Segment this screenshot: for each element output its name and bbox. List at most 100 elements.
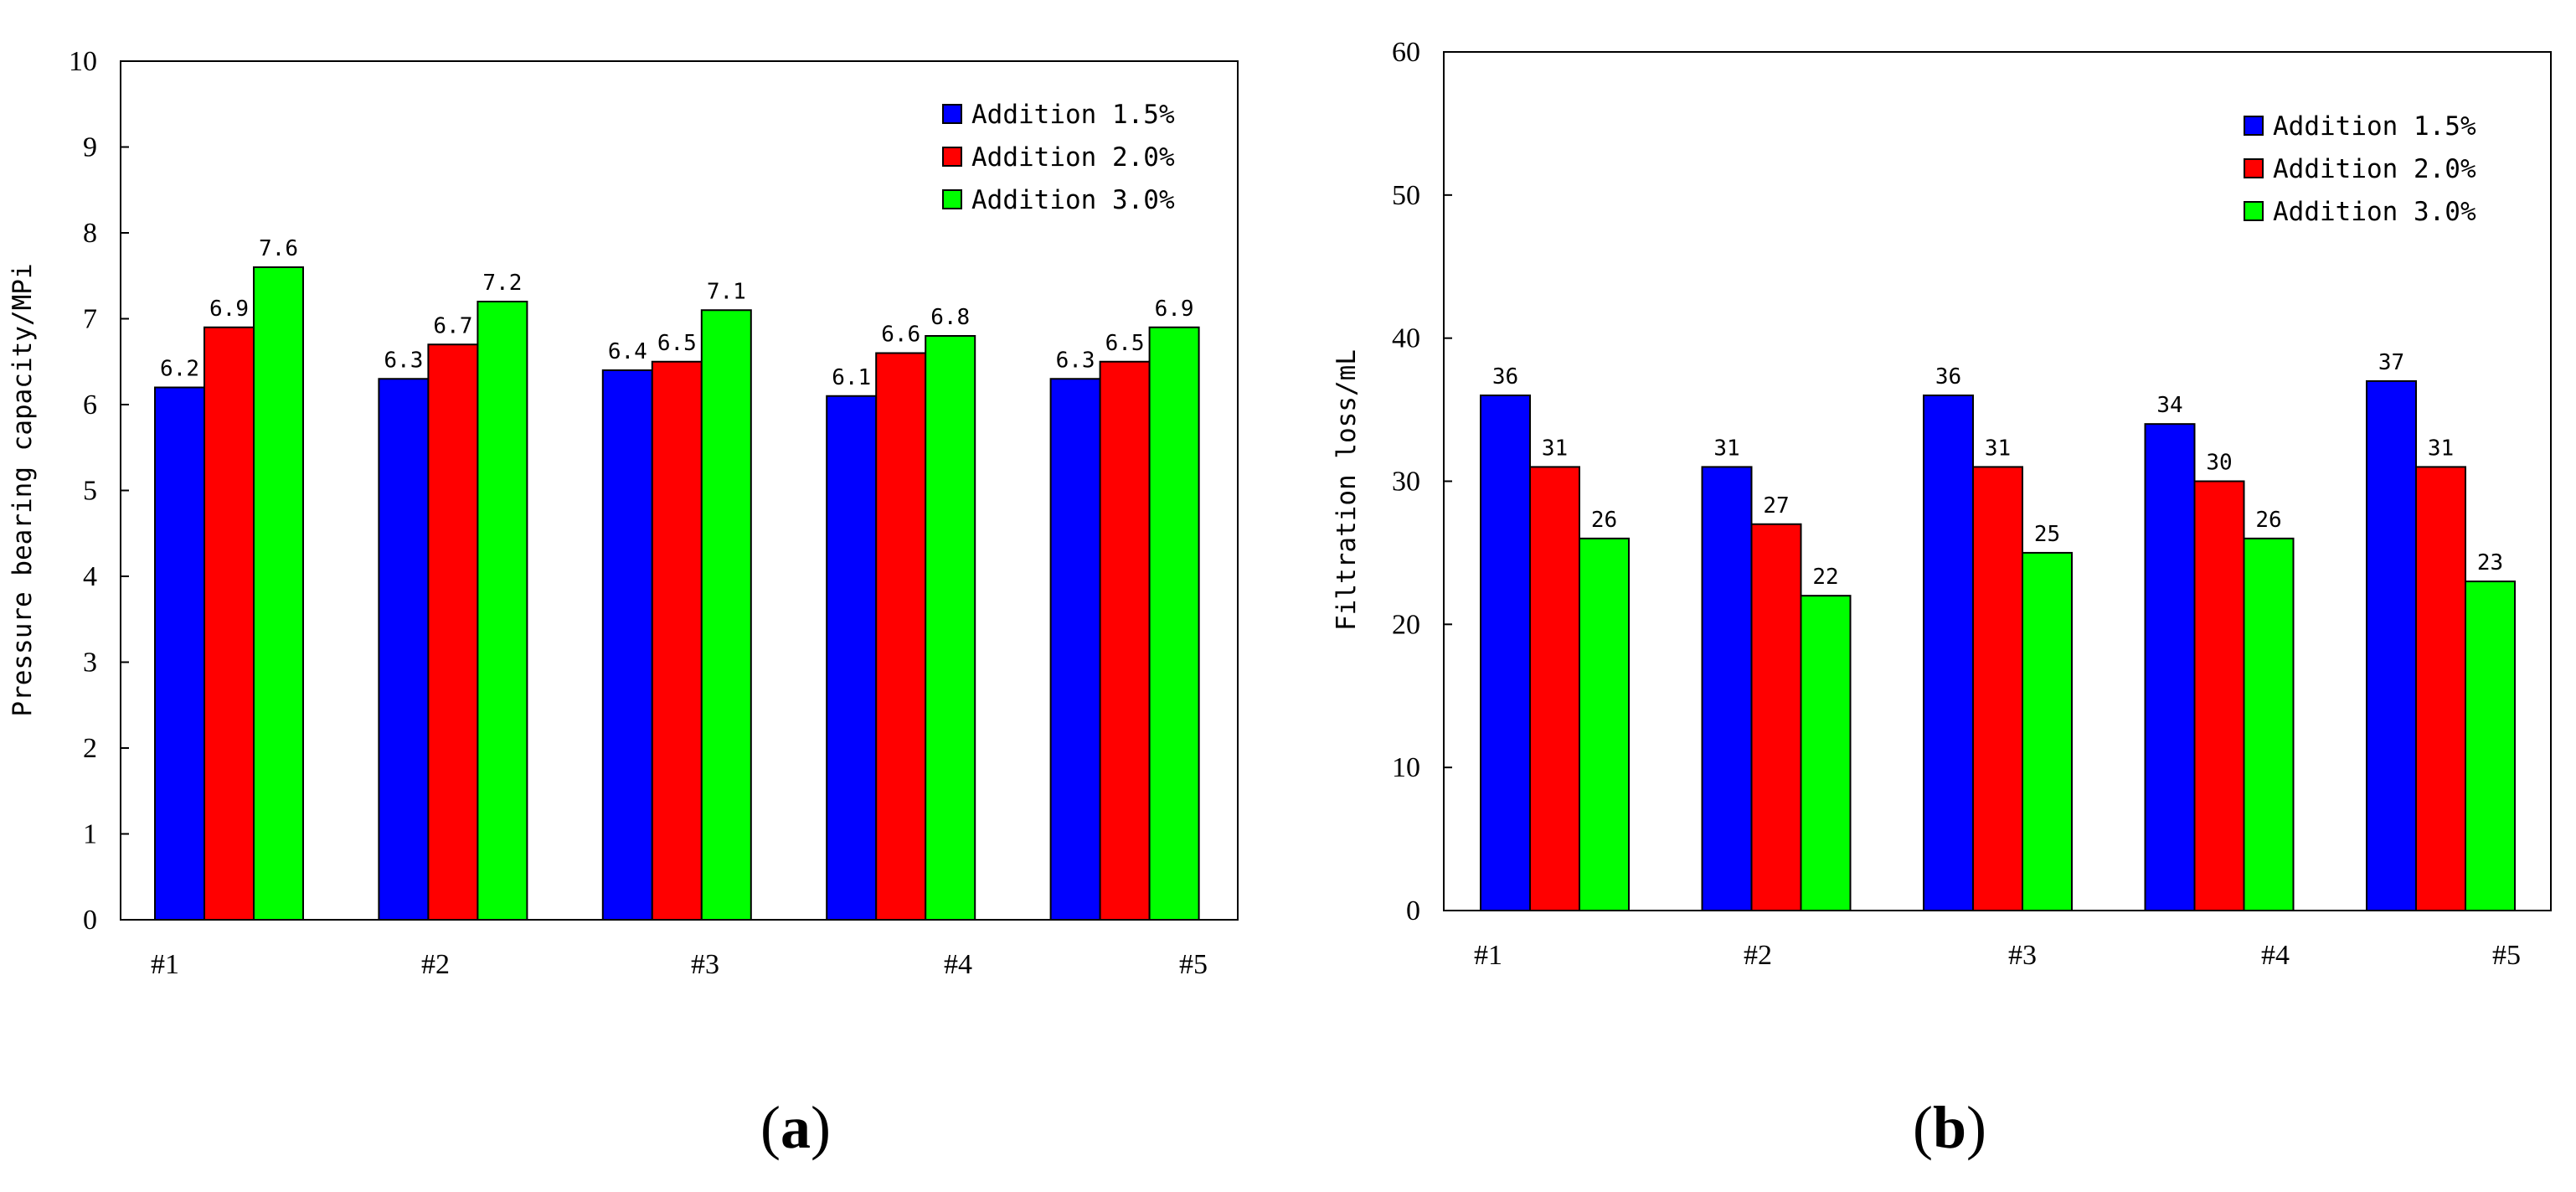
- x-category-label: #1: [1474, 940, 1502, 971]
- y-tick-label: 2: [83, 733, 97, 764]
- panel-label-close: ): [1966, 1094, 1986, 1161]
- x-category-label: #4: [944, 949, 972, 980]
- bar-3-4: [2243, 537, 2295, 911]
- bar-2-4: [2193, 480, 2245, 911]
- y-tick-label: 3: [83, 648, 97, 679]
- y-tick-label: 10: [1392, 752, 1420, 783]
- bar-3-3: [2022, 551, 2073, 912]
- data-label: 31: [1985, 436, 2011, 461]
- bar-2-2: [427, 343, 479, 921]
- data-label: 37: [2378, 350, 2404, 375]
- data-label: 36: [1492, 364, 1518, 390]
- data-label: 26: [1591, 508, 1617, 533]
- y-tick-label: 30: [1392, 467, 1420, 498]
- bar-1-2: [1701, 466, 1753, 911]
- bar-2-5: [1099, 360, 1151, 921]
- x-category-label: #5: [1179, 949, 1208, 980]
- data-label: 23: [2477, 550, 2503, 575]
- chart-pressure-bearing-capacity: 0 1 2 3 4 5 6 7 8 9 10 Pressure bearing capacity/MP…: [8, 46, 1239, 1161]
- x-category-label: #3: [691, 949, 719, 980]
- legend-swatch: [942, 147, 962, 167]
- x-category-label: #4: [2261, 940, 2290, 971]
- data-label: 26: [2255, 508, 2281, 533]
- data-label: 6.9: [209, 297, 249, 322]
- data-label: 7.1: [707, 279, 746, 304]
- bar-1-3: [1923, 395, 1974, 911]
- data-label: 6.2: [160, 357, 199, 382]
- panel-label-open: (: [1913, 1094, 1933, 1161]
- chart-filtration-loss: 0 10 20 30 40 50 60 Filtration loss/mL 36 31 36 34 3…: [1332, 37, 2552, 1161]
- data-label: 22: [1812, 565, 1838, 590]
- bar-3-2: [1800, 595, 1852, 912]
- data-label: 31: [1542, 436, 1568, 461]
- legend-label: Addition 2.0%: [2273, 154, 2476, 184]
- data-label: 31: [1713, 436, 1739, 461]
- legend-label: Addition 1.5%: [971, 100, 1175, 130]
- bar-3-1: [253, 266, 304, 921]
- bar-2-2: [1750, 523, 1802, 911]
- legend-swatch: [942, 104, 962, 124]
- legend-label: Addition 2.0%: [971, 142, 1175, 173]
- bar-1-3: [601, 369, 653, 921]
- data-label: 6.9: [1155, 297, 1194, 322]
- legend-swatch: [2244, 158, 2264, 178]
- legend-label: Addition 1.5%: [2273, 111, 2476, 142]
- data-label: 7.6: [259, 236, 298, 261]
- panel-label: (a): [760, 1094, 831, 1161]
- data-label: 6.3: [1056, 348, 1095, 373]
- y-tick-label: 0: [1406, 895, 1420, 926]
- panel-label: (b): [1913, 1094, 1986, 1161]
- panel-label-open: (: [760, 1094, 781, 1161]
- y-tick-label: 10: [69, 46, 97, 77]
- y-tick-label: 9: [83, 132, 97, 163]
- y-axis-label: Filtration loss/mL: [1332, 349, 1362, 631]
- y-tick-label: 50: [1392, 180, 1420, 211]
- y-tick-label: 60: [1392, 37, 1420, 68]
- y-tick-label: 20: [1392, 609, 1420, 640]
- y-tick-label: 7: [83, 304, 97, 335]
- bar-3-2: [477, 301, 528, 921]
- bar-2-3: [651, 360, 703, 921]
- bar-2-4: [875, 352, 927, 921]
- data-label: 6.5: [1105, 331, 1145, 356]
- y-tick-label: 4: [83, 561, 97, 592]
- legend-label: Addition 3.0%: [2273, 197, 2476, 227]
- y-tick-label: 0: [83, 905, 97, 936]
- y-tick-label: 5: [83, 476, 97, 507]
- panel-label-letter: b: [1933, 1094, 1966, 1161]
- data-label: 31: [2428, 436, 2454, 461]
- data-label: 6.5: [657, 331, 697, 356]
- data-label: 36: [1935, 364, 1961, 390]
- bar-2-1: [1529, 466, 1580, 911]
- y-tick-label: 40: [1392, 323, 1420, 354]
- x-category-label: #2: [1744, 940, 1772, 971]
- data-label: 25: [2034, 522, 2060, 547]
- y-tick-label: 1: [83, 819, 97, 850]
- y-tick-label: 8: [83, 218, 97, 249]
- data-label: 34: [2156, 393, 2182, 418]
- legend-label: Addition 3.0%: [971, 185, 1175, 215]
- data-label: 6.3: [384, 348, 423, 373]
- x-category-label: #1: [151, 949, 179, 980]
- bar-1-5: [1049, 378, 1101, 921]
- data-label: 30: [2206, 451, 2232, 476]
- y-axis-label: Pressure bearing capacity/MPi: [8, 263, 38, 716]
- data-label: 6.7: [433, 313, 472, 338]
- bar-1-1: [154, 386, 205, 921]
- panel-label-close: ): [811, 1094, 831, 1161]
- bar-1-2: [378, 378, 430, 921]
- bar-1-4: [2144, 423, 2196, 911]
- bar-3-4: [925, 335, 976, 921]
- y-tick-label: 6: [83, 390, 97, 421]
- legend-swatch: [2244, 116, 2264, 136]
- data-label: 6.4: [608, 339, 647, 364]
- data-label: 6.6: [881, 323, 920, 348]
- panel-label-letter: a: [781, 1094, 811, 1161]
- data-label: 7.2: [482, 271, 522, 296]
- data-label: 6.8: [930, 305, 970, 330]
- bar-2-1: [204, 326, 255, 921]
- legend-swatch: [942, 189, 962, 209]
- bar-1-5: [2366, 379, 2417, 911]
- bar-3-5: [2465, 581, 2516, 911]
- bar-3-1: [1579, 537, 1630, 911]
